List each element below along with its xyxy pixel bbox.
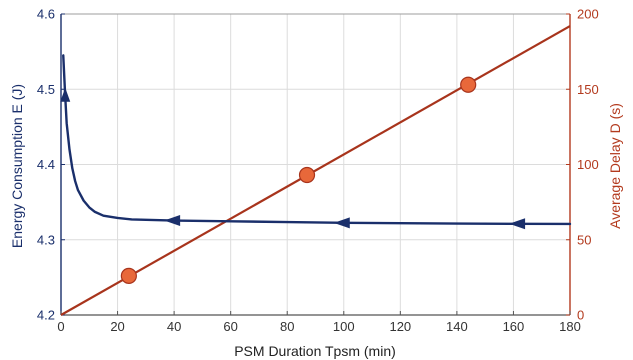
x-tick-label-3: 60 [223,319,237,334]
x-tick-label-0: 0 [57,319,64,334]
ticks-layer: 0 20 40 60 80 100 120 140 160 180 4.2 4.3 4.4 4.5 4.6 0… [37,7,599,335]
y-left-tick-label-3: 4.5 [37,82,55,97]
energy-arrow-marker-1 [164,215,181,227]
energy-arrow-marker-2 [333,217,350,229]
x-tick-label-1: 20 [110,319,124,334]
x-tick-label-5: 100 [333,319,355,334]
energy-arrow-marker-0 [60,87,71,102]
energy-series-line [62,54,572,226]
y-left-tick-label-1: 4.3 [37,232,55,247]
x-tick-label-7: 140 [446,319,468,334]
y-right-axis-title: Average Delay D (s) [607,103,623,229]
delay-marker-0 [120,267,137,284]
x-axis-title: PSM Duration Tpsm (min) [234,343,396,359]
y-right-tick-label-4: 200 [577,7,599,22]
y-right-tick-label-2: 100 [577,157,599,172]
y-left-tick-label-4: 4.6 [37,7,55,22]
x-tick-label-2: 40 [167,319,181,334]
x-tick-label-4: 80 [280,319,294,334]
y-left-tick-label-2: 4.4 [37,157,55,172]
x-tick-label-9: 180 [559,319,581,334]
markers-layer [60,76,526,284]
x-tick-label-6: 120 [389,319,411,334]
y-right-tick-label-1: 50 [577,232,591,247]
y-left-axis-title: Energy Consumption E (J) [9,84,25,248]
delay-marker-1 [298,166,316,184]
series-layer [60,25,572,316]
x-tick-label-8: 160 [503,319,525,334]
delay-series-line [60,25,571,316]
y-right-tick-label-3: 150 [577,82,599,97]
grid-layer [60,13,571,316]
energy-arrow-marker-3 [509,218,526,230]
delay-marker-2 [460,76,477,93]
y-left-tick-label-0: 4.2 [37,308,55,323]
y-right-tick-label-0: 0 [577,308,584,323]
